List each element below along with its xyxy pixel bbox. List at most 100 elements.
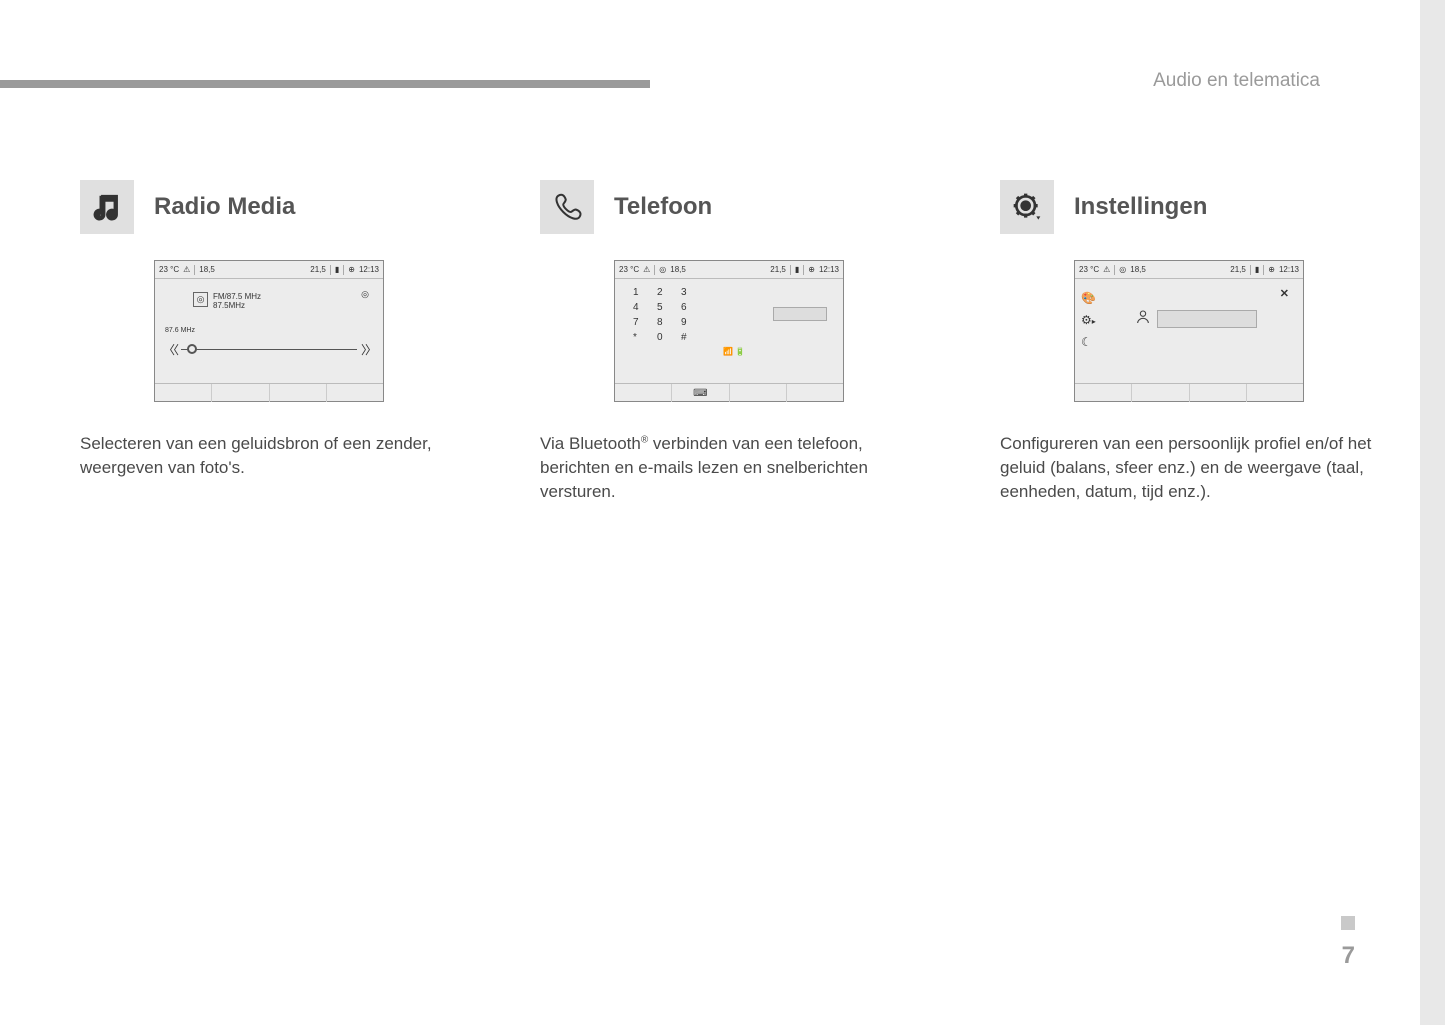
key-9[interactable]: 9	[681, 315, 705, 330]
footer-seg[interactable]	[1075, 384, 1132, 402]
status-time: 12:13	[819, 265, 839, 274]
column-title: Telefoon	[614, 193, 712, 221]
gear-small-icon[interactable]: ⚙▸	[1081, 313, 1096, 327]
footer-seg[interactable]	[615, 384, 672, 402]
column-description: Selecteren van een geluidsbron of een ze…	[80, 432, 470, 480]
target-icon: ◎	[361, 289, 369, 300]
key-8[interactable]: 8	[657, 315, 681, 330]
radio-station-info: FM/87.5 MHz 87.5MHz	[213, 293, 261, 311]
screen-body: 123 456 789 *0# 📶 🔋	[615, 279, 843, 383]
warning-icon: ⚠	[1103, 265, 1110, 274]
column-head: Instellingen	[1000, 180, 1390, 234]
settings-side-icons: 🎨 ⚙▸ ☾	[1081, 291, 1096, 349]
profile-input[interactable]	[1157, 310, 1257, 328]
slider-thumb[interactable]	[187, 344, 197, 354]
key-1[interactable]: 1	[633, 285, 657, 300]
target-icon: ◎	[1119, 265, 1126, 274]
warning-icon: ⚠	[643, 265, 650, 274]
column-settings: Instellingen 23 °C ⚠ ◎ 18,5 21,5 ▮ ⊕ 12:…	[1000, 180, 1390, 503]
footer-seg[interactable]	[1132, 384, 1189, 402]
page-marker	[1341, 916, 1355, 930]
status-val-left: 18,5	[1130, 265, 1146, 274]
divider	[803, 265, 804, 275]
status-time: 12:13	[359, 265, 379, 274]
status-val-right: 21,5	[770, 265, 786, 274]
status-temp: 23 °C	[159, 265, 179, 274]
footer-seg[interactable]	[1247, 384, 1303, 402]
music-note-icon	[80, 180, 134, 234]
key-7[interactable]: 7	[633, 315, 657, 330]
footer-seg[interactable]	[155, 384, 212, 402]
divider	[790, 265, 791, 275]
battery-icon: ▮	[795, 265, 799, 274]
phone-icon	[540, 180, 594, 234]
signal-battery-icon: 📶 🔋	[723, 347, 745, 356]
station-line2: 87.5MHz	[213, 302, 261, 311]
status-bar: 23 °C ⚠ 18,5 21,5 ▮ ⊕ 12:13	[155, 261, 383, 279]
column-phone: Telefoon 23 °C ⚠ ◎ 18,5 21,5 ▮ ⊕ 12:13	[540, 180, 930, 503]
divider	[654, 265, 655, 275]
footer-seg[interactable]	[327, 384, 383, 402]
keypad-icon: ⌨	[693, 388, 707, 399]
battery-icon: ▮	[335, 265, 339, 274]
column-description: Via Bluetooth® verbinden van een telefoo…	[540, 432, 930, 503]
column-radio: Radio Media 23 °C ⚠ 18,5 21,5 ▮ ⊕ 12:13	[80, 180, 470, 503]
content-columns: Radio Media 23 °C ⚠ 18,5 21,5 ▮ ⊕ 12:13	[80, 180, 1390, 503]
manual-page: Audio en telematica Radio Media 23 °C ⚠ …	[0, 0, 1420, 1025]
dialpad[interactable]: 123 456 789 *0#	[633, 285, 705, 345]
phone-display-box	[773, 307, 827, 321]
close-icon[interactable]: ✕	[1280, 287, 1289, 300]
status-val-left: 18,5	[199, 265, 215, 274]
chevron-right-icon[interactable]: 〉〉	[361, 341, 375, 358]
chevron-left-icon[interactable]: 〈〈	[163, 341, 177, 358]
column-title: Instellingen	[1074, 193, 1207, 221]
radio-signal-icon: ◎	[193, 292, 208, 307]
status-val-left: 18,5	[670, 265, 686, 274]
key-6[interactable]: 6	[681, 300, 705, 315]
footer-seg[interactable]	[730, 384, 787, 402]
column-description: Configureren van een persoonlijk profiel…	[1000, 432, 1390, 503]
divider	[1114, 265, 1115, 275]
column-title: Radio Media	[154, 193, 295, 221]
screen-footer: ⌨	[615, 383, 843, 402]
column-head: Radio Media	[80, 180, 470, 234]
section-label: Audio en telematica	[1153, 70, 1320, 92]
page-number: 7	[1342, 942, 1355, 970]
key-star[interactable]: *	[633, 330, 657, 345]
footer-seg-keypad[interactable]: ⌨	[672, 384, 729, 402]
target-icon: ⊕	[808, 265, 815, 274]
screenshot-settings: 23 °C ⚠ ◎ 18,5 21,5 ▮ ⊕ 12:13 ✕ 🎨	[1074, 260, 1304, 402]
target-icon: ⊕	[348, 265, 355, 274]
divider	[1263, 265, 1264, 275]
key-4[interactable]: 4	[633, 300, 657, 315]
key-2[interactable]: 2	[657, 285, 681, 300]
divider	[343, 265, 344, 275]
frequency-label: 87.6 MHz	[165, 327, 195, 334]
column-head: Telefoon	[540, 180, 930, 234]
palette-icon[interactable]: 🎨	[1081, 291, 1096, 305]
screenshot-phone: 23 °C ⚠ ◎ 18,5 21,5 ▮ ⊕ 12:13 123	[614, 260, 844, 402]
screen-body: ✕ 🎨 ⚙▸ ☾	[1075, 279, 1303, 383]
moon-icon[interactable]: ☾	[1081, 335, 1096, 349]
status-val-right: 21,5	[1230, 265, 1246, 274]
status-bar: 23 °C ⚠ ◎ 18,5 21,5 ▮ ⊕ 12:13	[615, 261, 843, 279]
footer-seg[interactable]	[787, 384, 843, 402]
footer-seg[interactable]	[212, 384, 269, 402]
tuner-slider[interactable]: 〈〈 〉〉	[163, 341, 375, 358]
key-hash[interactable]: #	[681, 330, 705, 345]
target-icon: ⊕	[1268, 265, 1275, 274]
status-temp: 23 °C	[1079, 265, 1099, 274]
battery-icon: ▮	[1255, 265, 1259, 274]
footer-seg[interactable]	[1190, 384, 1247, 402]
key-3[interactable]: 3	[681, 285, 705, 300]
key-5[interactable]: 5	[657, 300, 681, 315]
screen-body: ◎ FM/87.5 MHz 87.5MHz ◎ 87.6 MHz 〈〈 〉〉	[155, 279, 383, 383]
divider	[194, 265, 195, 275]
screen-footer	[1075, 383, 1303, 402]
slider-track[interactable]	[181, 349, 357, 350]
screenshot-radio: 23 °C ⚠ 18,5 21,5 ▮ ⊕ 12:13 ◎	[154, 260, 384, 402]
header-accent-bar	[0, 80, 650, 88]
footer-seg[interactable]	[270, 384, 327, 402]
key-0[interactable]: 0	[657, 330, 681, 345]
status-bar: 23 °C ⚠ ◎ 18,5 21,5 ▮ ⊕ 12:13	[1075, 261, 1303, 279]
